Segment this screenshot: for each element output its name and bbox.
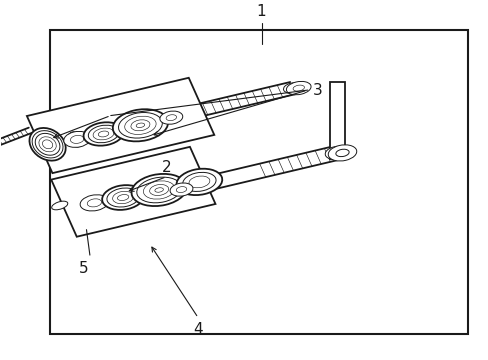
Ellipse shape [166, 115, 176, 121]
Ellipse shape [63, 131, 90, 147]
Ellipse shape [170, 183, 193, 196]
Ellipse shape [88, 125, 119, 143]
Polygon shape [329, 82, 344, 159]
Text: 5: 5 [79, 261, 89, 276]
Ellipse shape [176, 169, 222, 195]
Polygon shape [51, 147, 215, 237]
Ellipse shape [137, 177, 181, 203]
Text: 1: 1 [256, 4, 266, 19]
Ellipse shape [112, 191, 133, 204]
Ellipse shape [124, 116, 156, 134]
Ellipse shape [325, 146, 347, 159]
Ellipse shape [32, 131, 63, 158]
Ellipse shape [52, 201, 68, 210]
Ellipse shape [118, 113, 162, 138]
Ellipse shape [42, 140, 53, 149]
Ellipse shape [188, 176, 209, 188]
Ellipse shape [183, 172, 216, 192]
Ellipse shape [160, 111, 183, 124]
Text: 3: 3 [312, 82, 322, 98]
Ellipse shape [292, 85, 304, 91]
Text: 2: 2 [162, 160, 171, 175]
Ellipse shape [98, 131, 108, 137]
Bar [50, 30, 467, 334]
Ellipse shape [286, 81, 310, 95]
Ellipse shape [39, 137, 56, 152]
Ellipse shape [155, 188, 163, 192]
Text: 4: 4 [193, 321, 203, 337]
Ellipse shape [287, 85, 297, 91]
Ellipse shape [283, 83, 302, 93]
Ellipse shape [335, 149, 348, 157]
Ellipse shape [107, 188, 139, 207]
Polygon shape [27, 78, 214, 173]
Ellipse shape [113, 109, 168, 141]
Ellipse shape [331, 150, 341, 156]
Ellipse shape [131, 120, 150, 131]
Ellipse shape [70, 135, 83, 143]
Ellipse shape [136, 123, 144, 127]
Ellipse shape [143, 181, 175, 199]
Ellipse shape [87, 199, 102, 207]
Ellipse shape [102, 185, 144, 210]
Ellipse shape [67, 132, 83, 147]
Ellipse shape [35, 133, 60, 155]
Ellipse shape [93, 128, 114, 140]
Ellipse shape [117, 194, 128, 201]
Ellipse shape [29, 128, 65, 161]
Ellipse shape [327, 145, 356, 161]
Ellipse shape [176, 186, 186, 193]
Ellipse shape [80, 195, 108, 211]
Ellipse shape [149, 184, 168, 195]
Ellipse shape [131, 174, 186, 206]
Ellipse shape [83, 122, 123, 146]
